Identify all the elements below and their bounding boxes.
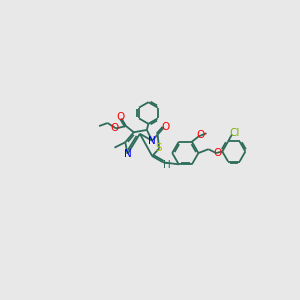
Text: N: N bbox=[148, 136, 156, 146]
Text: O: O bbox=[116, 112, 125, 122]
Text: H: H bbox=[163, 160, 171, 170]
Text: N: N bbox=[124, 149, 131, 159]
Text: O: O bbox=[196, 130, 205, 140]
Text: O: O bbox=[110, 123, 118, 133]
Text: O: O bbox=[161, 122, 170, 132]
Text: O: O bbox=[214, 148, 222, 158]
Text: S: S bbox=[156, 143, 163, 153]
Text: Cl: Cl bbox=[230, 128, 240, 138]
